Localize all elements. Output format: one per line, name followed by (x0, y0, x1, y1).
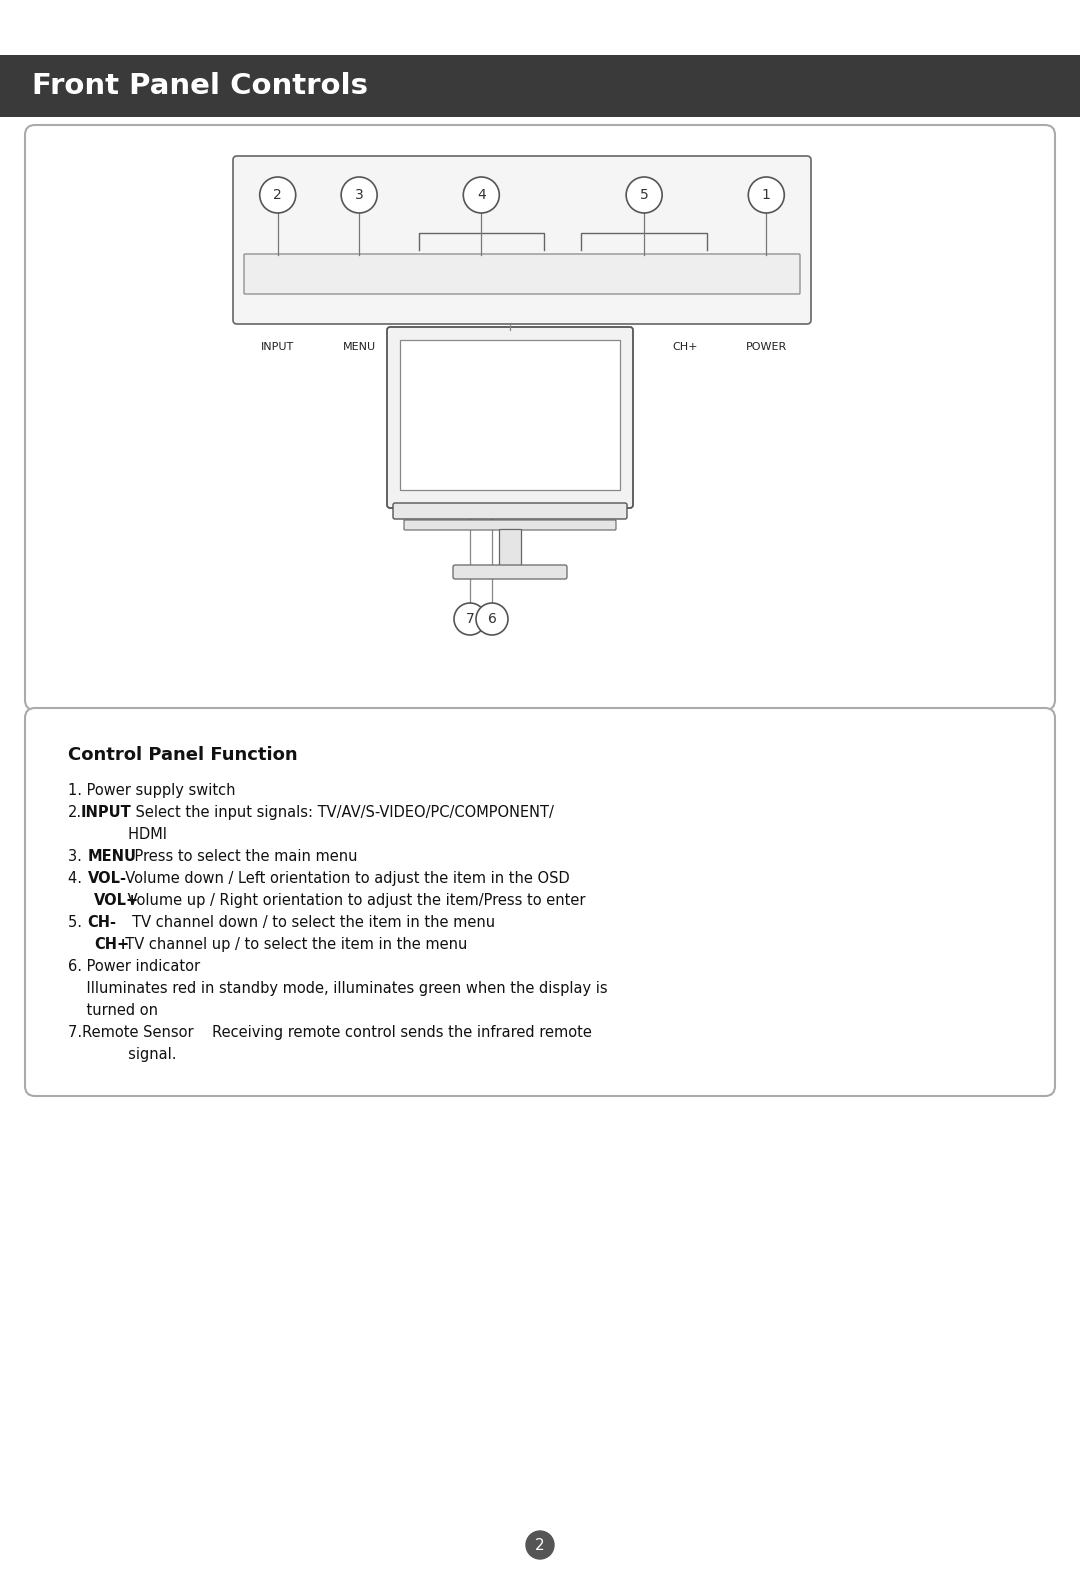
Circle shape (526, 1532, 554, 1559)
Text: 4: 4 (477, 188, 486, 203)
Text: signal.: signal. (68, 1047, 176, 1061)
Text: CH-: CH- (593, 342, 613, 352)
Text: MENU: MENU (87, 849, 136, 863)
Text: 2.: 2. (68, 805, 82, 821)
Text: 1. Power supply switch: 1. Power supply switch (68, 782, 235, 798)
Text: Control Panel Function: Control Panel Function (68, 746, 298, 763)
FancyBboxPatch shape (499, 529, 521, 567)
FancyBboxPatch shape (0, 55, 1080, 117)
Circle shape (341, 177, 377, 212)
Text: CH+: CH+ (94, 938, 130, 952)
Text: TV channel down / to select the item in the menu: TV channel down / to select the item in … (109, 916, 496, 930)
FancyBboxPatch shape (393, 504, 627, 520)
Text: 5: 5 (639, 188, 648, 203)
Text: Front Panel Controls: Front Panel Controls (32, 71, 368, 100)
Text: VOL-: VOL- (87, 871, 126, 885)
FancyBboxPatch shape (25, 708, 1055, 1096)
Text: MENU: MENU (342, 342, 376, 352)
Text: 7: 7 (465, 611, 474, 626)
Text: 2: 2 (536, 1538, 544, 1552)
FancyBboxPatch shape (25, 125, 1055, 710)
Text: 4.: 4. (68, 871, 86, 885)
FancyBboxPatch shape (233, 155, 811, 325)
Circle shape (259, 177, 296, 212)
Text: 5.: 5. (68, 916, 86, 930)
Text: VOL-: VOL- (428, 342, 454, 352)
Text: 1: 1 (761, 188, 771, 203)
Text: 7.Remote Sensor    Receiving remote control sends the infrared remote: 7.Remote Sensor Receiving remote control… (68, 1025, 592, 1041)
Circle shape (476, 604, 508, 635)
Text: POWER: POWER (745, 342, 787, 352)
Text: INPUT: INPUT (261, 342, 295, 352)
Text: CH-: CH- (87, 916, 117, 930)
Circle shape (454, 604, 486, 635)
Text: INPUT: INPUT (81, 805, 132, 821)
Circle shape (748, 177, 784, 212)
Text: CH+: CH+ (672, 342, 698, 352)
Text: Volume down / Left orientation to adjust the item in the OSD: Volume down / Left orientation to adjust… (117, 871, 570, 885)
Text: HDMI: HDMI (68, 827, 167, 843)
Text: Press to select the main menu: Press to select the main menu (117, 849, 357, 863)
FancyBboxPatch shape (400, 341, 620, 489)
Text: TV channel up / to select the item in the menu: TV channel up / to select the item in th… (116, 938, 467, 952)
FancyBboxPatch shape (244, 253, 800, 295)
Text: 6: 6 (487, 611, 497, 626)
FancyBboxPatch shape (387, 326, 633, 508)
Text: 3: 3 (354, 188, 364, 203)
Text: turned on: turned on (68, 1003, 158, 1019)
FancyBboxPatch shape (453, 565, 567, 580)
Text: Select the input signals: TV/AV/S-VIDEO/PC/COMPONENT/: Select the input signals: TV/AV/S-VIDEO/… (117, 805, 554, 821)
Text: Illuminates red in standby mode, illuminates green when the display is: Illuminates red in standby mode, illumin… (68, 980, 608, 996)
Text: Volume up / Right orientation to adjust the item/Press to enter: Volume up / Right orientation to adjust … (123, 893, 585, 908)
Circle shape (463, 177, 499, 212)
Text: VOL+: VOL+ (507, 342, 538, 352)
Text: 6. Power indicator: 6. Power indicator (68, 958, 200, 974)
Text: VOL+: VOL+ (94, 893, 139, 908)
FancyBboxPatch shape (404, 520, 616, 531)
Circle shape (626, 177, 662, 212)
Text: 2: 2 (273, 188, 282, 203)
Text: 3.: 3. (68, 849, 86, 863)
